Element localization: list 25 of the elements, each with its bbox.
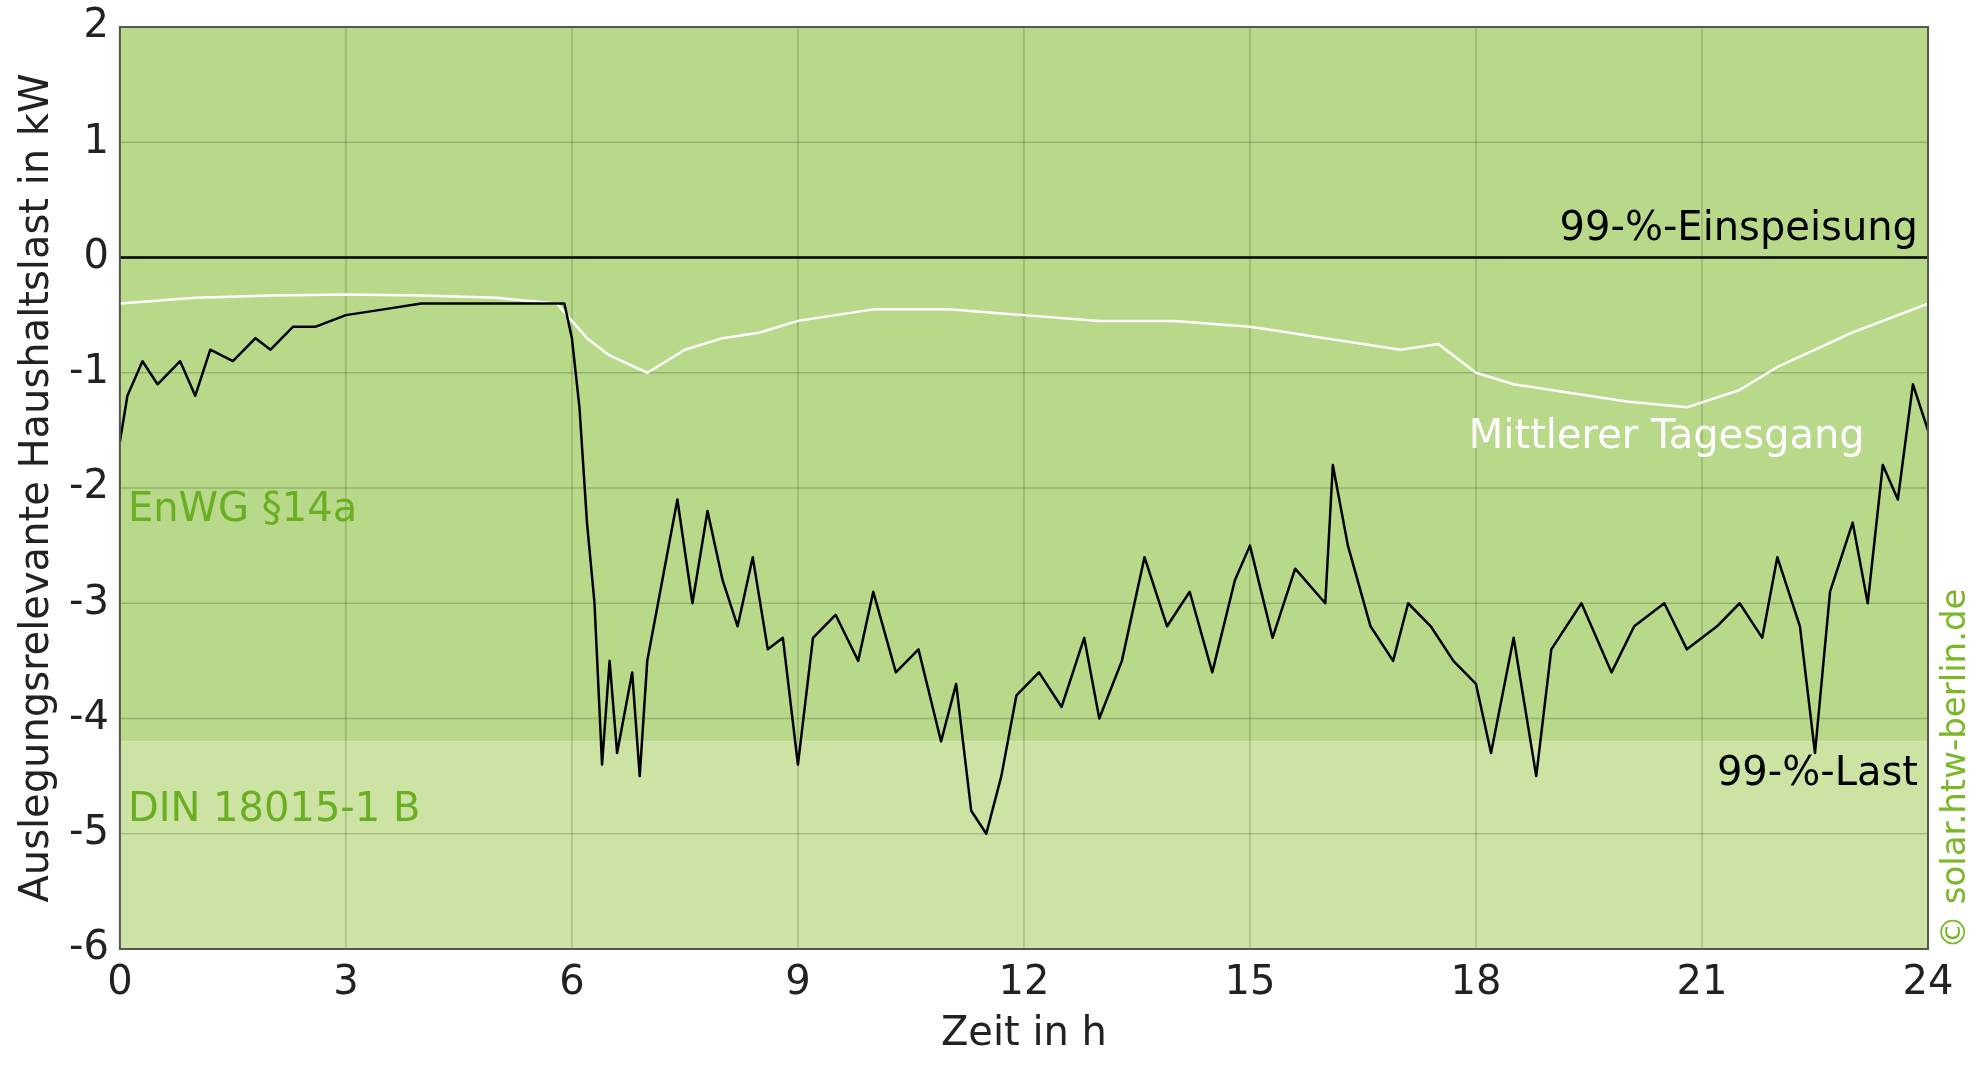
y-tick-label: -4 (68, 691, 109, 738)
y-tick-label: -1 (68, 346, 109, 393)
y-tick-label: -6 (68, 922, 109, 969)
x-tick-label: 24 (1902, 957, 1954, 1004)
x-tick-label: 15 (1224, 957, 1276, 1004)
y-tick-label: -2 (68, 461, 109, 508)
y-tick-label: -5 (68, 807, 109, 854)
x-tick-label: 21 (1676, 957, 1728, 1004)
x-axis-title: Zeit in h (940, 1008, 1107, 1055)
x-tick-label: 3 (333, 957, 359, 1004)
x-tick-label: 9 (785, 957, 811, 1004)
y-tick-label: 2 (83, 0, 109, 47)
x-tick-label: 6 (559, 957, 585, 1004)
y-tick-label: -3 (68, 576, 109, 623)
y-tick-label: 1 (83, 115, 109, 162)
band-label: DIN 18015-1 B (127, 784, 421, 831)
x-tick-label: 12 (998, 957, 1050, 1004)
series-label: 99-%-Last (1716, 748, 1918, 795)
series-label: Mittlerer Tagesgang (1468, 410, 1865, 457)
x-tick-label: 18 (1450, 957, 1502, 1004)
ref-line-label: 99-%-Einspeisung (1559, 202, 1918, 249)
band-label: EnWG §14a (127, 484, 358, 531)
text: © solar.htw-berlin.de (1932, 588, 1973, 949)
y-tick-label: 0 (83, 230, 109, 277)
y-axis-title: Auslegungsrelevante Haushaltslast in kW (11, 73, 58, 903)
